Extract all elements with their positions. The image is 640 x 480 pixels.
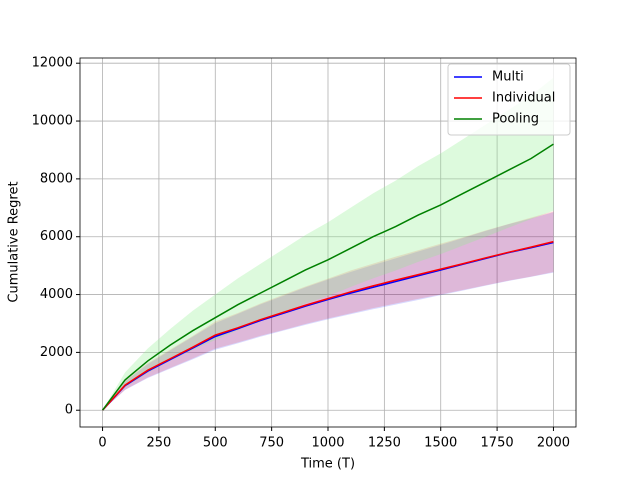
confidence-band: [102, 211, 554, 411]
x-tick-label: 0: [98, 436, 106, 451]
x-tick-label: 1500: [424, 436, 457, 451]
y-tick-label: 2000: [40, 345, 73, 360]
legend-label: Individual: [492, 91, 555, 106]
x-tick-label: 500: [203, 436, 228, 451]
confidence-band: [102, 77, 554, 411]
y-tick-label: 12000: [32, 56, 73, 71]
line: [101, 143, 554, 411]
y-tick-label: 8000: [40, 171, 73, 186]
legend-box: [447, 63, 571, 136]
line: [101, 240, 554, 411]
confidence-band: [102, 212, 554, 411]
y-axis-label: Cumulative Regret: [7, 181, 22, 302]
y-tick-label: 10000: [32, 114, 73, 129]
plot-frame: [79, 57, 577, 428]
x-tick-label: 250: [146, 436, 171, 451]
x-tick-label: 1250: [368, 436, 401, 451]
x-axis-label: Time (T): [300, 457, 355, 472]
legend-label: Pooling: [492, 112, 539, 127]
y-tick-label: 6000: [40, 229, 73, 244]
x-tick-label: 2000: [537, 436, 570, 451]
x-tick-label: 1750: [481, 436, 514, 451]
x-tick-label: 1000: [311, 436, 344, 451]
x-tick-label: 750: [259, 436, 284, 451]
legend-label: Multi: [492, 70, 524, 85]
y-tick-label: 4000: [40, 287, 73, 302]
y-tick-label: 0: [65, 403, 73, 418]
legend: Multi Individual Pooling: [447, 63, 571, 136]
